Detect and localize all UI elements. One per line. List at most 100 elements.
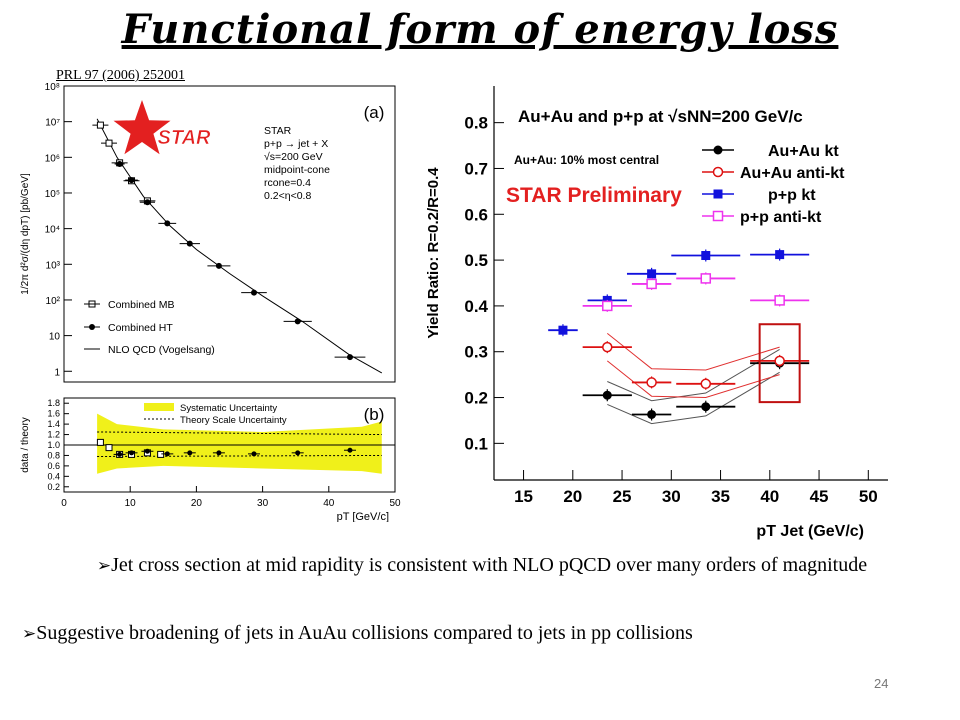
data-point [700,273,712,284]
arrow-bullet-icon: ➢ [22,624,37,644]
ht-ratio-point [216,450,222,456]
y-tick-label: 0.8 [47,450,60,460]
ht-point [250,289,257,296]
x-tick-label: 50 [389,498,401,509]
x-tick-label: 25 [613,487,632,506]
y-tick-label: 0.5 [464,251,488,270]
legend-marker [713,189,723,199]
x-axis-label: pT [GeV/c] [337,511,389,522]
ht-point [186,240,193,247]
chart-title: Au+Au and p+p at √sNN=200 GeV/c [518,107,803,126]
legend-label: Au+Au kt [768,143,839,160]
star-preliminary-label: STAR Preliminary [506,184,682,207]
x-tick-label: 35 [711,487,730,506]
ht-ratio-point [144,448,150,454]
y-tick-label: 1.0 [47,440,60,450]
y-tick-label: 0.7 [464,159,488,178]
theory-lower [97,454,382,457]
y-tick-label: 1.6 [47,409,60,419]
data-point [602,341,613,353]
aa-antikt-band-lower [606,360,780,399]
y-axis-label: 1/2π d²σ/(dη dpT) [pb/GeV] [20,173,31,295]
bullet-1: ➢Jet cross section at mid rapidity is co… [22,552,942,579]
info-text-line: rcone=0.4 [264,177,311,189]
ht-point [128,177,135,184]
info-text-line: 0.2<η<0.8 [264,190,311,202]
y-tick-label: 1.8 [47,398,60,408]
y-tick-label: 10⁷ [45,118,60,129]
info-text-line: p+p → jet + X [264,138,328,150]
ht-ratio-point [164,451,170,457]
legend-label: Theory Scale Uncertainty [180,415,287,426]
data-point [646,377,657,388]
chart-subtitle: Au+Au: 10% most central [514,153,659,167]
x-tick-label: 40 [760,487,779,506]
x-tick-label: 30 [662,487,681,506]
y-tick-label: 0.2 [464,389,488,408]
yield-ratio-figure: 0.1 0.2 0.3 0.4 0.5 0.6 0.7 0.8 15 20 25 30 35 40 45 50… [425,86,888,540]
y-tick-label: 0.3 [464,343,488,362]
legend-label: Systematic Uncertainty [180,403,277,414]
data-point [701,402,711,412]
page-number: 24 [874,676,889,691]
star-logo-text: STAR [158,127,212,149]
legend-marker [712,166,724,178]
ht-point [294,318,301,325]
x-tick-label: 15 [514,487,533,506]
data-point [700,378,712,390]
x-tick-label: 20 [563,487,582,506]
mb-point [96,121,104,129]
systematic-box [758,323,801,404]
legend-label: p+p kt [768,187,816,204]
bullet-1-text: Jet cross section at mid rapidity is con… [111,554,868,576]
panel-a-frame [63,85,396,383]
cross-section-figure: 1 10 10² 10³ 10⁴ 10⁵ 10⁶ 10⁷ 10⁸ 1/2π d²σ/(dη dpT… [20,82,401,522]
y-tick-label: 0.4 [47,471,60,481]
mb-ratio-point [105,444,113,452]
info-text-line: STAR [264,125,292,137]
ht-point [164,220,171,227]
y-tick-label: 0.6 [47,461,60,471]
ht-point [116,160,123,167]
ht-ratio-point [251,451,257,457]
x-tick-label: 50 [859,487,878,506]
data-point [558,325,568,335]
data-point [647,269,657,279]
data-point [774,355,785,367]
x-tick-label: 20 [191,498,203,509]
ht-point [144,199,151,206]
data-point [775,250,785,260]
reference-citation: PRL 97 (2006) 252001 [56,68,185,83]
y-tick-label: 10⁵ [45,189,60,200]
mb-ratio-point [96,438,104,446]
nlo-curve [96,118,383,374]
aa-kt-band-lower [607,371,780,425]
ht-ratio-point [129,450,135,456]
y-tick-label: 0.6 [464,205,488,224]
bullet-2-text: Suggestive broadening of jets in AuAu co… [36,622,693,644]
legend-marker [712,210,724,222]
legend-label: Combined MB [108,299,175,311]
aa-kt-band-upper [607,348,780,402]
ht-ratio-point [187,450,193,456]
y-tick-label: 10⁴ [45,225,60,236]
legend-label: p+p anti-kt [740,209,822,226]
ht-ratio-point [295,450,301,456]
data-point [602,300,613,312]
ht-ratio-point [347,447,353,453]
mb-ratio-point [157,450,165,458]
x-tick-label: 30 [257,498,269,509]
y-tick-label: 1.4 [47,419,60,429]
y-tick-label: 1 [54,367,60,378]
legend-label: Au+Au anti-kt [740,165,845,182]
y-axis-label: Yield Ratio: R=0.2/R=0.4 [425,167,442,339]
aa-antikt-band-upper [606,333,780,371]
data-point [602,390,612,400]
y-tick-label: 0.2 [47,482,60,492]
panel-a-label: (a) [364,103,385,122]
legend-systematic-swatch [144,403,174,411]
y-tick-label: 10³ [46,260,61,271]
y-tick-label: 0.1 [464,434,488,453]
systematic-band [97,413,382,474]
x-tick-label: 40 [323,498,335,509]
